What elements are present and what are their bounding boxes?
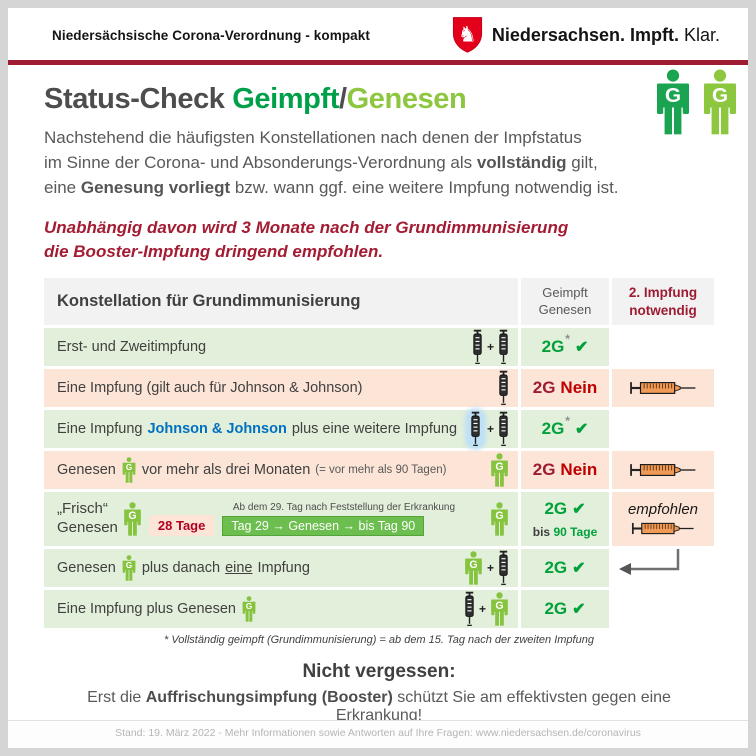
check-icon: ✔ xyxy=(574,339,589,357)
header-divider xyxy=(8,60,748,65)
content: G G Status-Check Geimpft/Genesen Nachste… xyxy=(8,65,748,746)
dose-icons: + G xyxy=(463,591,518,627)
28-days-badge: 28 Tage xyxy=(148,515,215,537)
second-shot-cell xyxy=(612,328,714,367)
brand-text: Niedersachsen. Impft. Klar. xyxy=(491,24,720,45)
second-shot-cell xyxy=(612,410,714,449)
svg-text:G: G xyxy=(712,84,728,107)
svg-text:G: G xyxy=(128,510,136,522)
table-row-label: Eine Impfung (gilt auch für Johnson & Jo… xyxy=(44,369,518,408)
dose-icons: G + xyxy=(463,550,518,586)
dose-icons: G xyxy=(489,502,518,536)
status-cell: 2G ✔ xyxy=(521,549,609,588)
recovered-person-g-icon: G xyxy=(491,502,508,536)
syringe-icon xyxy=(630,464,696,477)
recovered-person-g-icon: G xyxy=(124,502,141,536)
recovered-person-g-icon: G xyxy=(703,69,737,135)
second-shot-cell xyxy=(612,369,714,408)
svg-text:G: G xyxy=(665,84,681,107)
second-shot-cell xyxy=(612,451,714,490)
recovered-person-g-icon: G xyxy=(122,457,136,483)
col-header-konstellation: Konstellation für Grundimmunisierung xyxy=(44,278,518,326)
svg-text:G: G xyxy=(495,461,503,473)
vaccinated-person-g-icon: G xyxy=(656,69,690,135)
syringe-vial-icon xyxy=(499,370,508,406)
check-icon: ✔ xyxy=(572,560,586,578)
svg-text:G: G xyxy=(495,600,503,612)
syringe-vial-icon xyxy=(471,411,480,447)
syringe-icon xyxy=(631,523,694,535)
elbow-arrow-icon xyxy=(619,549,680,576)
table-row-label: Erst- und Zweitimpfung + xyxy=(44,328,518,367)
status-cell: 2G Nein xyxy=(521,369,609,408)
col-header-zweite-impfung: 2. Impfung notwendig xyxy=(612,278,714,326)
syringe-vial-icon xyxy=(499,550,508,586)
page-title: Status-Check Geimpft/Genesen xyxy=(44,83,467,115)
status-cell: 2G ✔ xyxy=(521,590,609,629)
dose-icons: G xyxy=(489,453,518,487)
recovered-person-g-icon: G xyxy=(242,596,256,622)
constellation-table: Konstellation für Grundimmunisierung Gei… xyxy=(44,278,714,629)
table-row-label: Genesen G vor mehr als drei Monaten (= v… xyxy=(44,451,518,490)
col-header-geimpft-genesen: Geimpft Genesen xyxy=(521,278,609,326)
syringe-vial-icon xyxy=(473,329,482,365)
svg-text:G: G xyxy=(246,602,252,611)
table-row-label: Eine Impfung Johnson & Johnson plus eine w… xyxy=(44,410,518,449)
niedersachsen-horse-crest-icon: ♞ xyxy=(452,17,482,53)
check-icon: ✔ xyxy=(572,500,586,518)
syringe-vial-icon xyxy=(465,591,474,627)
recovery-timeline: Ab dem 29. Tag nach Feststellung der Erk… xyxy=(148,502,455,537)
syringe-icon xyxy=(630,382,696,395)
recovered-person-g-icon: G xyxy=(465,551,482,585)
syringe-vial-icon xyxy=(499,329,508,365)
svg-text:G: G xyxy=(126,463,132,472)
recovered-person-g-icon: G xyxy=(491,453,508,487)
dose-icons xyxy=(497,370,518,406)
plus-separator: + xyxy=(486,340,494,355)
plus-separator: + xyxy=(478,602,486,617)
booster-advisory: Unabhängig davon wird 3 Monate nach der … xyxy=(44,217,569,262)
status-footer: Stand: 19. März 2022 - Mehr Informatione… xyxy=(8,720,748,748)
check-icon: ✔ xyxy=(574,421,589,439)
reminder-heading: Nicht vergessen: xyxy=(302,661,456,683)
dose-icons: + xyxy=(466,410,518,449)
table-row-label: Genesen G plus danach eine Impfung G + xyxy=(44,549,518,588)
booster-info-line: Erst die Auffrischungsimpfung (Booster) … xyxy=(87,689,671,725)
table-row-label: „Frisch“ Genesen G Ab dem 29. Tag nach Fe… xyxy=(44,492,518,547)
svg-text:♞: ♞ xyxy=(458,22,477,47)
dose-icons: + xyxy=(471,329,518,365)
table-footnote: * Vollständig geimpft (Grundimmunisierun… xyxy=(164,634,594,647)
intro-paragraph: Nachstehend die häufigsten Konstellation… xyxy=(44,128,619,197)
plus-separator: + xyxy=(486,561,494,576)
timeline-box: Tag 29 → Genesen → bis Tag 90 xyxy=(222,515,425,536)
status-cell: 2G * ✔ xyxy=(521,410,609,449)
recovered-person-g-icon: G xyxy=(122,555,136,581)
highlighted-vial xyxy=(466,410,484,449)
status-cell: 2G Nein xyxy=(521,451,609,490)
table-row-label: Eine Impfung plus Genesen G + G xyxy=(44,590,518,629)
top-bar: Niedersächsische Corona-Verordnung - kom… xyxy=(8,8,748,60)
second-shot-cell: empfohlen xyxy=(612,492,714,547)
svg-text:G: G xyxy=(495,510,503,522)
brand-block: ♞ Niedersachsen. Impft. Klar. xyxy=(452,16,720,54)
recovered-person-g-icon: G xyxy=(491,592,508,626)
syringe-vial-icon xyxy=(499,411,508,447)
second-shot-cell xyxy=(612,590,714,629)
svg-text:G: G xyxy=(469,559,477,571)
title-person-icons: G G xyxy=(653,69,740,135)
check-icon: ✔ xyxy=(572,601,586,619)
plus-separator: + xyxy=(486,422,494,437)
status-cell: 2G * ✔ xyxy=(521,328,609,367)
second-shot-cell xyxy=(612,549,714,588)
document-title: Niedersächsische Corona-Verordnung - kom… xyxy=(52,27,370,43)
status-cell: 2G ✔ bis 90 Tage xyxy=(521,492,609,547)
svg-text:G: G xyxy=(126,561,132,570)
